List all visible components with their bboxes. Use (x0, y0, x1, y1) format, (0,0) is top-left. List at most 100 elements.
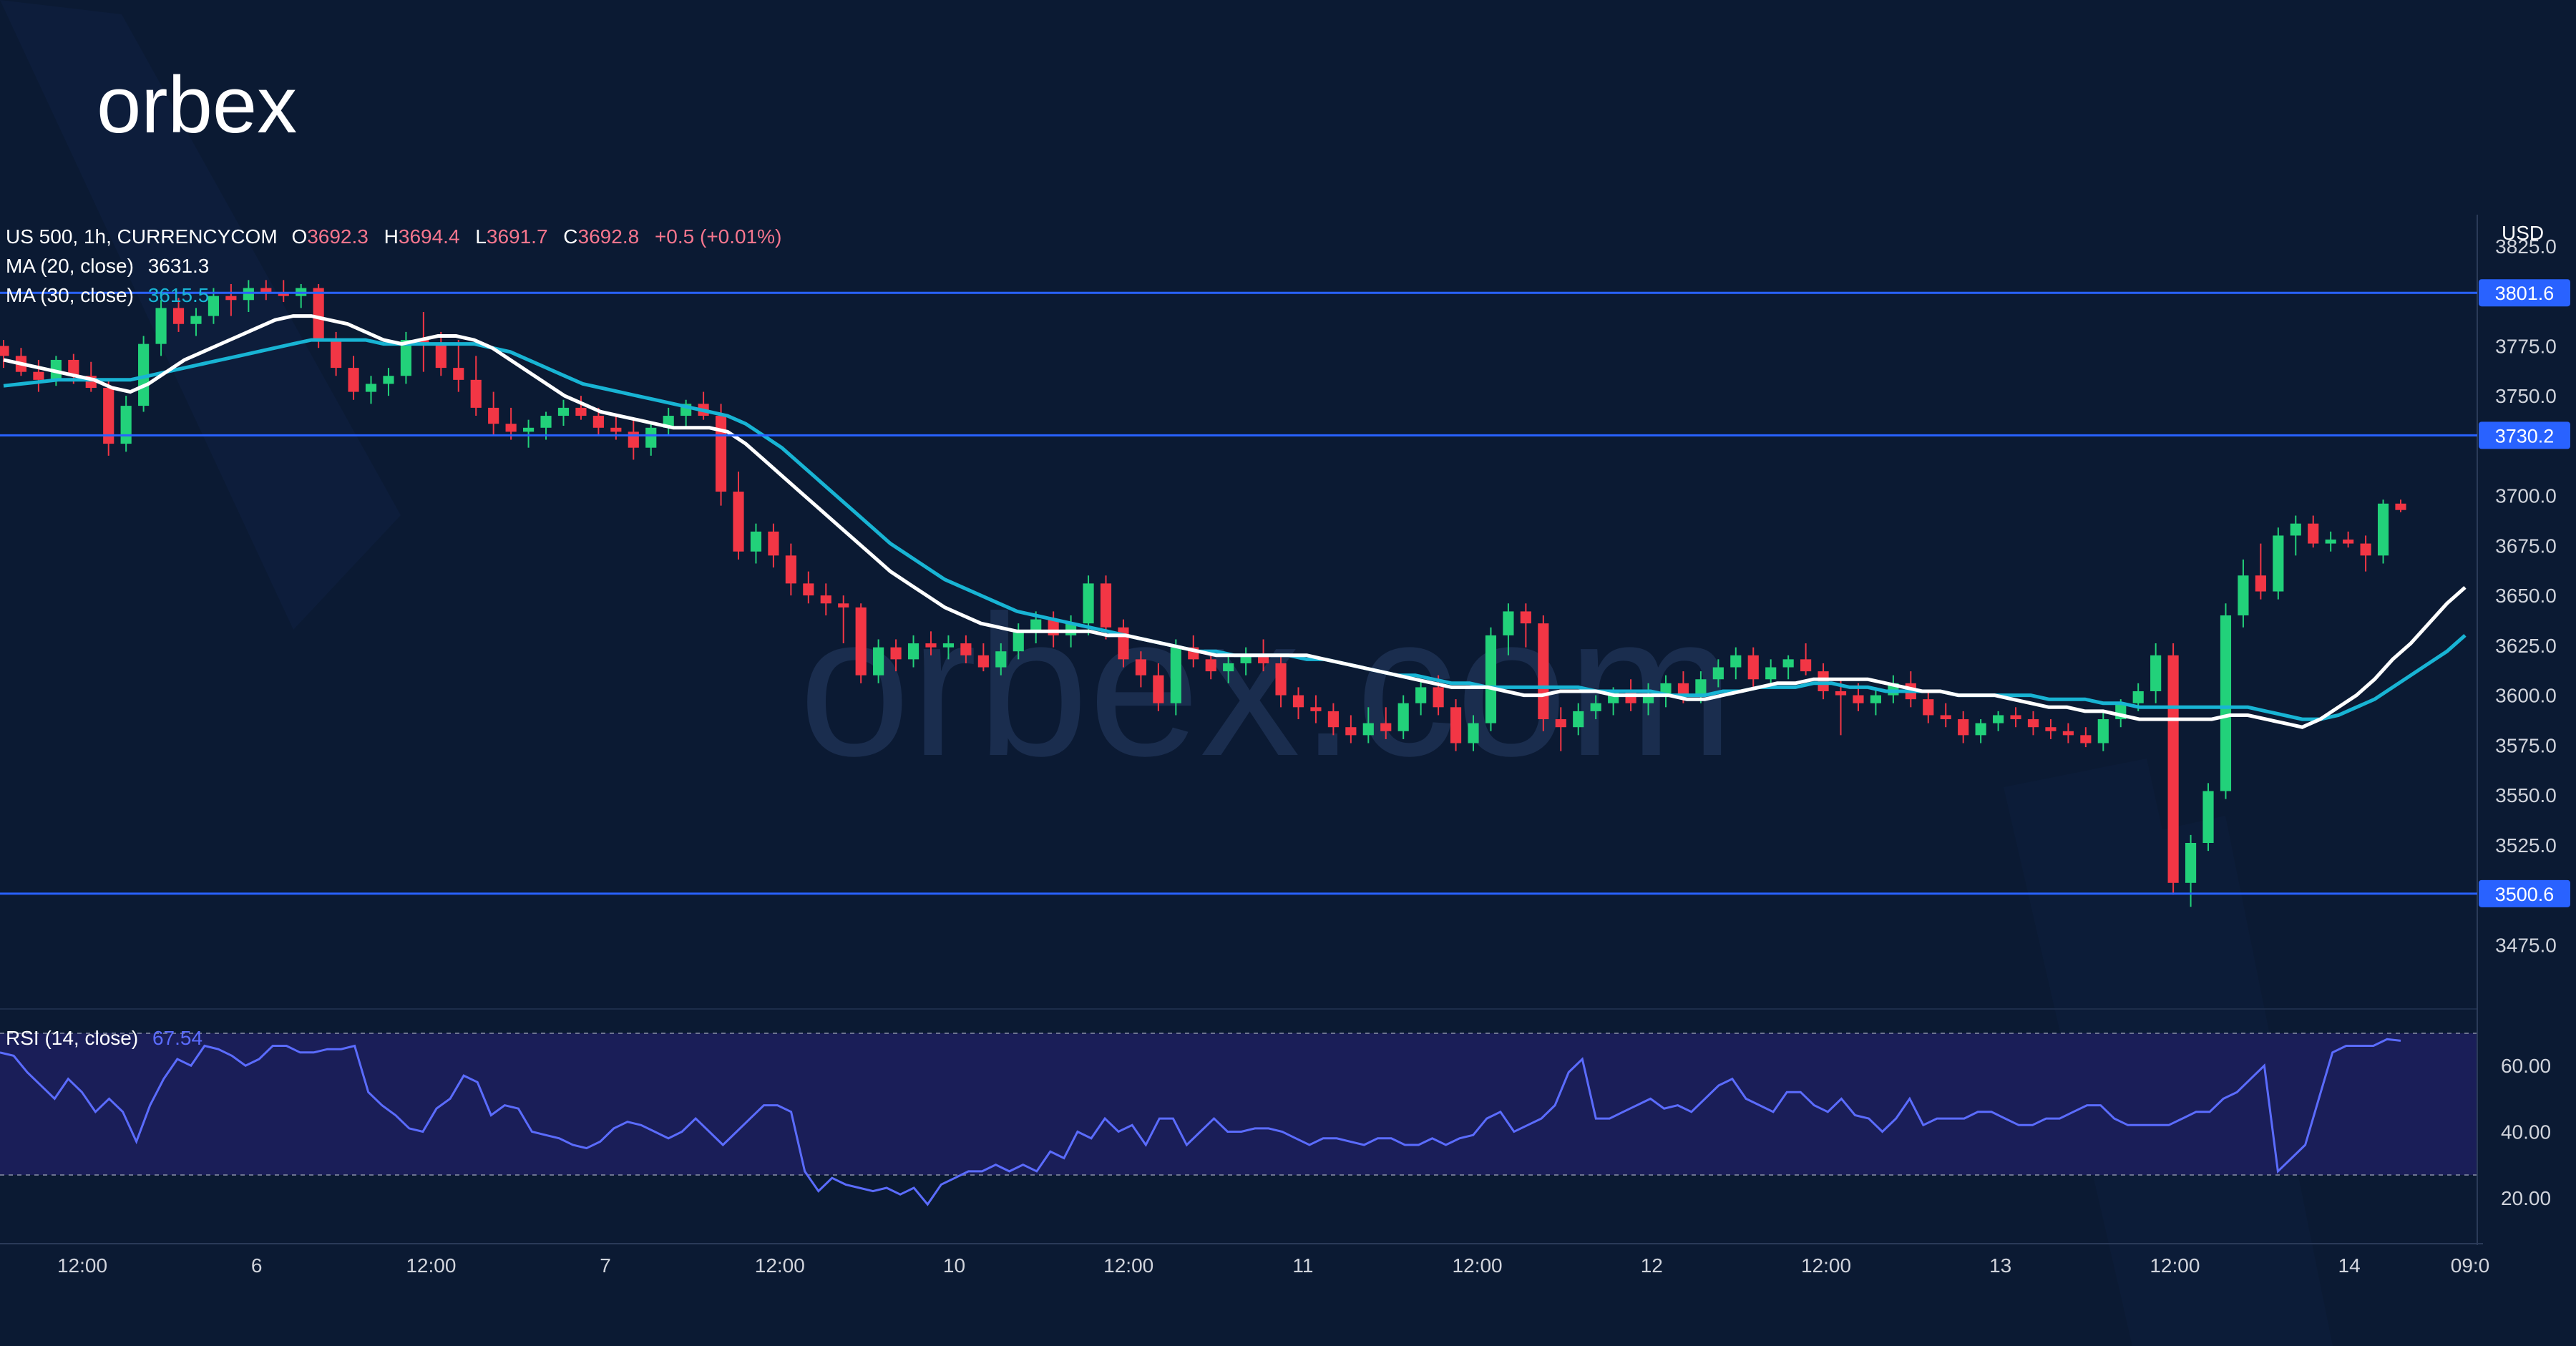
candle (138, 343, 150, 406)
candle (1853, 695, 1864, 703)
candle (2097, 719, 2109, 743)
candle (733, 492, 744, 552)
candle (2167, 655, 2179, 883)
candle (1642, 695, 1654, 703)
candle (1818, 671, 1829, 691)
svg-text:MA (20, close) 3631.3: MA (20, close) 3631.3 (6, 255, 209, 277)
candle (1485, 635, 1497, 723)
candle (2202, 791, 2214, 843)
candle (540, 416, 552, 428)
candle (313, 288, 324, 341)
candle (348, 368, 359, 392)
candle (1782, 659, 1794, 668)
candle (890, 647, 902, 660)
candle (1258, 655, 1269, 663)
candle (2325, 540, 2336, 544)
candle (1993, 715, 2004, 723)
candle (1380, 723, 1392, 731)
candle (453, 368, 464, 380)
level-label: 3500.6 (2495, 884, 2555, 905)
candle (1397, 703, 1409, 731)
candle (2308, 523, 2319, 544)
candle (2238, 575, 2249, 615)
orbex-logo: orbex (97, 60, 297, 150)
time-tick-label: 12:00 (755, 1254, 805, 1277)
candle (1240, 655, 1252, 663)
candle (1747, 655, 1759, 680)
candle (1835, 691, 1847, 696)
candle (1433, 687, 1444, 708)
candle (225, 296, 237, 301)
symbol-label: US 500, 1h, CURRENCYCOM (6, 225, 278, 248)
rsi-tick-label: 60.00 (2501, 1055, 2551, 1077)
candle (2343, 540, 2354, 544)
candle (1310, 707, 1322, 711)
candle (365, 384, 377, 392)
candle (155, 308, 167, 344)
candle (1958, 719, 1969, 736)
time-tick-label: 12:00 (1453, 1254, 1503, 1277)
candle (1520, 611, 1531, 624)
candle (750, 531, 762, 552)
candle (2395, 503, 2406, 510)
candle (785, 555, 796, 584)
time-tick-label: 10 (943, 1254, 965, 1277)
candle (172, 308, 185, 324)
candle (1590, 703, 1601, 711)
candle (2185, 843, 2197, 883)
currency-label: USD (2502, 222, 2544, 244)
candle (1468, 723, 1479, 743)
price-tick-label: 3600.0 (2495, 685, 2557, 707)
candle (873, 647, 884, 676)
price-tick-label: 3625.0 (2495, 635, 2557, 657)
candle (418, 340, 429, 344)
candle (1223, 663, 1234, 672)
price-tick-label: 3825.0 (2495, 235, 2557, 258)
time-tick-label: 7 (600, 1254, 611, 1277)
candle (2062, 731, 2074, 736)
candle (960, 643, 972, 655)
candle (803, 583, 814, 596)
rsi-tick-label: 40.00 (2501, 1121, 2551, 1143)
price-tick-label: 3700.0 (2495, 485, 2557, 507)
time-tick-label: 12:00 (406, 1254, 456, 1277)
candle (1345, 727, 1357, 736)
candle (610, 427, 622, 432)
price-tick-label: 3775.0 (2495, 335, 2557, 357)
candle (383, 376, 394, 384)
candle (1083, 583, 1094, 624)
high-value: 3694.4 (399, 225, 460, 248)
legend: US 500, 1h, CURRENCYCOM O3692.3 H3694.4 … (6, 222, 2544, 1049)
candle (557, 407, 570, 416)
candle (470, 379, 482, 408)
candle (1923, 699, 1934, 716)
candle (2360, 543, 2371, 556)
candle (2220, 615, 2232, 791)
candle (2255, 575, 2266, 592)
candle (2290, 523, 2301, 536)
candle (1800, 659, 1812, 672)
candle (505, 424, 517, 432)
price-tick-label: 3575.0 (2495, 734, 2557, 756)
price-tick-label: 3525.0 (2495, 834, 2557, 857)
candle (1538, 623, 1549, 720)
candle (2273, 535, 2284, 592)
candle (2080, 735, 2092, 743)
candle (1153, 675, 1164, 703)
ma30-value: 3615.5 (148, 284, 210, 306)
svg-text:RSI (14, close) 67.54: RSI (14, close) 67.54 (6, 1027, 203, 1049)
svg-text:MA (30, close) 3615.5: MA (30, close) 3615.5 (6, 284, 209, 306)
candle (1625, 691, 1636, 703)
time-tick-label: 12:00 (1103, 1254, 1153, 1277)
candle (208, 296, 220, 316)
logo-text: orbex (97, 60, 297, 150)
candle (1677, 683, 1689, 696)
candle (1170, 647, 1181, 703)
low-value: 3691.7 (487, 225, 548, 248)
candle (120, 406, 132, 444)
candle (278, 292, 289, 296)
price-tick-label: 3475.0 (2495, 934, 2557, 956)
candle (2150, 655, 2162, 691)
candle (1765, 667, 1777, 680)
